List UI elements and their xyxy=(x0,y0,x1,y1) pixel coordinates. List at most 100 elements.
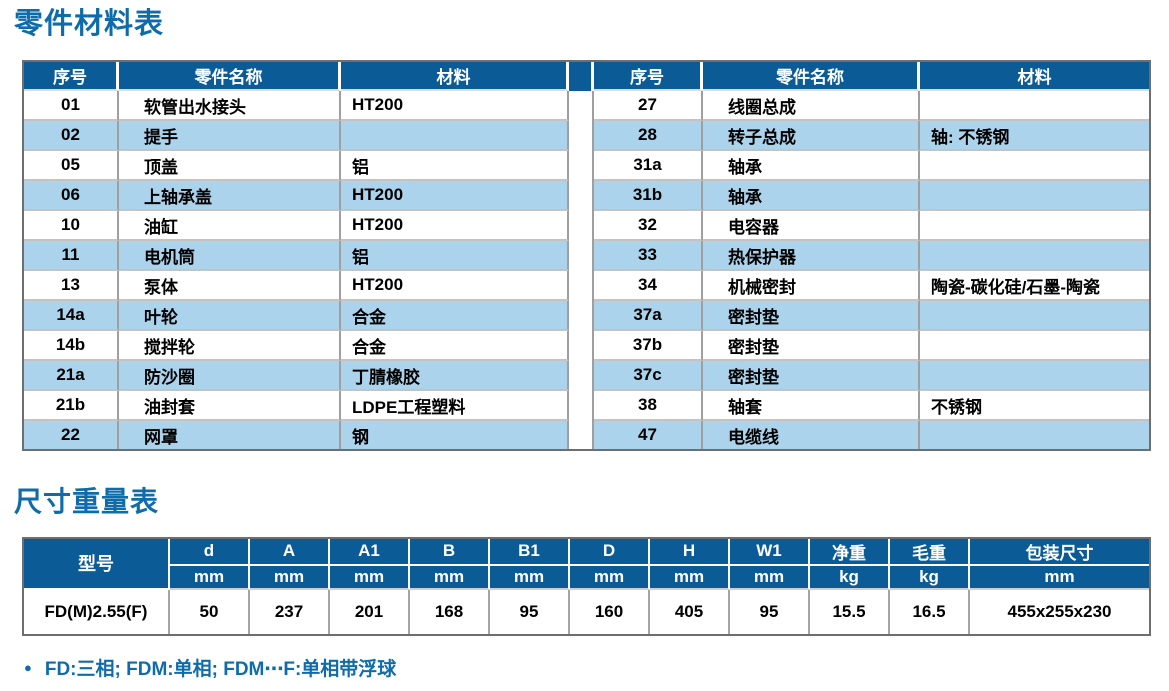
value-cell-gross-weight: 16.5 xyxy=(890,589,970,634)
material-cell: HT200 xyxy=(341,271,569,302)
material-cell: 铝 xyxy=(341,151,569,182)
serial-cell: 31b xyxy=(594,181,703,212)
material-cell xyxy=(920,181,1149,212)
part-name-cell: 轴承 xyxy=(703,151,920,182)
parts-header-row: 序号 零件名称 材料 序号 零件名称 材料 xyxy=(24,62,1149,92)
part-name-cell: 轴承 xyxy=(703,181,920,212)
col-header-d: d xyxy=(170,538,250,566)
model-legend-note: ● FD:三相; FDM:单相; FDM⋯F:单相带浮球 xyxy=(24,654,1147,681)
unit-cell: mm xyxy=(490,565,570,590)
col-header-material: 材料 xyxy=(920,62,1149,92)
part-name-cell: 提手 xyxy=(119,121,341,152)
part-name-cell: 转子总成 xyxy=(703,121,920,152)
model-cell: FD(M)2.55(F) xyxy=(24,589,170,634)
serial-cell: 33 xyxy=(594,241,703,272)
material-cell: 合金 xyxy=(341,301,569,332)
parts-material-title: 零件材料表 xyxy=(14,8,165,40)
serial-cell: 21a xyxy=(24,361,119,392)
unit-cell: mm xyxy=(250,565,330,590)
col-header-A: A xyxy=(250,538,330,566)
material-cell xyxy=(920,361,1149,392)
col-header-gross-weight: 毛重 xyxy=(890,538,970,566)
col-header-H: H xyxy=(650,538,730,566)
col-header-D: D xyxy=(570,538,650,566)
part-name-cell: 油缸 xyxy=(119,211,341,242)
parts-row: 02 提手 28 转子总成 轴: 不锈钢 xyxy=(24,121,1149,152)
table-gap-cell xyxy=(569,151,594,182)
material-cell xyxy=(920,211,1149,242)
material-cell: 不锈钢 xyxy=(920,391,1149,422)
col-header-serial: 序号 xyxy=(24,62,119,92)
value-cell-H: 405 xyxy=(650,589,730,634)
serial-cell: 47 xyxy=(594,421,703,450)
value-cell-B: 168 xyxy=(410,589,490,634)
parts-row: 05 顶盖 铝 31a 轴承 xyxy=(24,151,1149,182)
part-name-cell: 电容器 xyxy=(703,211,920,242)
serial-cell: 34 xyxy=(594,271,703,302)
material-cell xyxy=(920,151,1149,182)
unit-cell: mm xyxy=(170,565,250,590)
serial-cell: 38 xyxy=(594,391,703,422)
unit-cell: mm xyxy=(410,565,490,590)
serial-cell: 06 xyxy=(24,181,119,212)
material-cell: HT200 xyxy=(341,91,569,122)
part-name-cell: 上轴承盖 xyxy=(119,181,341,212)
parts-row: 21b 油封套 LDPE工程塑料 38 轴套 不锈钢 xyxy=(24,391,1149,422)
serial-cell: 14a xyxy=(24,301,119,332)
size-weight-table: 型号 d A A1 B B1 D H W1 净重 毛重 包装尺寸 mm mm m… xyxy=(22,536,1151,636)
material-cell xyxy=(341,121,569,152)
col-header-material: 材料 xyxy=(341,62,569,92)
serial-cell: 32 xyxy=(594,211,703,242)
part-name-cell: 顶盖 xyxy=(119,151,341,182)
parts-row: 14a 叶轮 合金 37a 密封垫 xyxy=(24,301,1149,332)
col-header-W1: W1 xyxy=(730,538,810,566)
table-gap-cell xyxy=(569,181,594,212)
value-cell-package-size: 455x255x230 xyxy=(970,589,1149,634)
col-header-model: 型号 xyxy=(24,538,170,590)
table-gap-cell xyxy=(569,91,594,122)
serial-cell: 10 xyxy=(24,211,119,242)
material-cell xyxy=(920,421,1149,450)
material-cell: HT200 xyxy=(341,181,569,212)
part-name-cell: 轴套 xyxy=(703,391,920,422)
table-gap-cell xyxy=(569,121,594,152)
value-cell-A: 237 xyxy=(250,589,330,634)
col-header-B: B xyxy=(410,538,490,566)
part-name-cell: 防沙圈 xyxy=(119,361,341,392)
table-gap-cell xyxy=(569,211,594,242)
parts-row: 10 油缸 HT200 32 电容器 xyxy=(24,211,1149,242)
size-header-label-row: 型号 d A A1 B B1 D H W1 净重 毛重 包装尺寸 xyxy=(24,538,1149,590)
serial-cell: 05 xyxy=(24,151,119,182)
serial-cell: 28 xyxy=(594,121,703,152)
parts-row: 06 上轴承盖 HT200 31b 轴承 xyxy=(24,181,1149,212)
part-name-cell: 密封垫 xyxy=(703,331,920,362)
part-name-cell: 泵体 xyxy=(119,271,341,302)
col-header-serial: 序号 xyxy=(594,62,703,92)
serial-cell: 37c xyxy=(594,361,703,392)
parts-material-table: 序号 零件名称 材料 序号 零件名称 材料 01 软管出水接头 HT200 27… xyxy=(22,60,1151,452)
material-cell: 合金 xyxy=(341,331,569,362)
col-header-package-size: 包装尺寸 xyxy=(970,538,1149,566)
part-name-cell: 热保护器 xyxy=(703,241,920,272)
material-cell: 铝 xyxy=(341,241,569,272)
material-cell xyxy=(920,331,1149,362)
size-weight-title: 尺寸重量表 xyxy=(14,486,160,518)
table-gap-cell xyxy=(569,301,594,332)
material-cell xyxy=(920,91,1149,122)
serial-cell: 13 xyxy=(24,271,119,302)
table-gap-cell xyxy=(569,241,594,272)
table-gap-cell xyxy=(569,421,594,450)
part-name-cell: 网罩 xyxy=(119,421,341,450)
col-header-part-name: 零件名称 xyxy=(119,62,341,92)
material-cell: LDPE工程塑料 xyxy=(341,391,569,422)
part-name-cell: 机械密封 xyxy=(703,271,920,302)
serial-cell: 31a xyxy=(594,151,703,182)
table-gap-cell xyxy=(569,361,594,392)
col-header-part-name: 零件名称 xyxy=(703,62,920,92)
serial-cell: 22 xyxy=(24,421,119,450)
serial-cell: 01 xyxy=(24,91,119,122)
value-cell-W1: 95 xyxy=(730,589,810,634)
table-gap-cell xyxy=(569,331,594,362)
material-cell: 轴: 不锈钢 xyxy=(920,121,1149,152)
material-cell: 钢 xyxy=(341,421,569,450)
